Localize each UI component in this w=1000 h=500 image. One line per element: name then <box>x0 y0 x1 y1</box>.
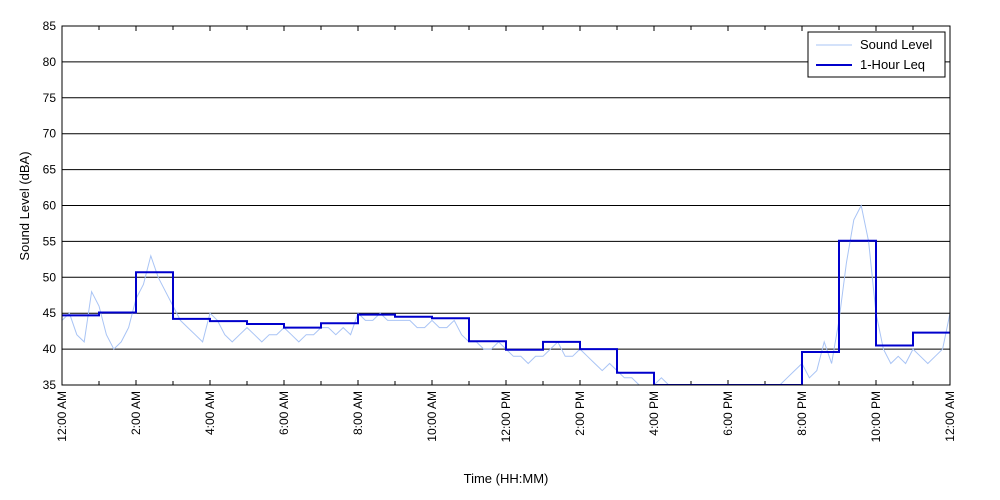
x-tick-label: 2:00 PM <box>573 391 587 436</box>
x-tick-label: 4:00 AM <box>203 391 217 435</box>
series-1-hour-leq <box>62 239 950 385</box>
y-tick-label: 75 <box>43 91 57 105</box>
y-tick-label: 85 <box>43 19 57 33</box>
y-tick-label: 40 <box>43 342 57 356</box>
x-tick-label: 10:00 PM <box>869 391 883 442</box>
y-tick-label: 55 <box>43 234 57 248</box>
y-tick-label: 50 <box>43 270 57 284</box>
legend: Sound Level 1-Hour Leq <box>807 31 946 78</box>
y-tick-label: 45 <box>43 306 57 320</box>
y-axis-ticks: 35 40 45 50 55 60 65 70 75 80 85 <box>43 19 57 392</box>
y-tick-label: 35 <box>43 378 57 392</box>
y-tick-label: 80 <box>43 55 57 69</box>
legend-label-sound-level: Sound Level <box>860 37 932 52</box>
x-tick-label: 12:00 AM <box>55 391 69 442</box>
legend-label-1-hour-leq: 1-Hour Leq <box>860 57 925 72</box>
y-tick-label: 70 <box>43 127 57 141</box>
x-tick-label: 6:00 PM <box>721 391 735 436</box>
x-tick-label: 6:00 AM <box>277 391 291 435</box>
x-tick-label: 2:00 AM <box>129 391 143 435</box>
x-tick-label: 10:00 AM <box>425 391 439 442</box>
x-tick-label: 12:00 PM <box>499 391 513 442</box>
y-tick-label: 60 <box>43 199 57 213</box>
y-axis-title: Sound Level (dBA) <box>17 151 32 260</box>
x-tick-label: 8:00 PM <box>795 391 809 436</box>
legend-box <box>807 31 946 78</box>
y-tick-label: 65 <box>43 163 57 177</box>
x-axis-title: Time (HH:MM) <box>464 471 549 486</box>
plot-frame <box>61 25 951 386</box>
x-axis-ticks: 12:00 AM 2:00 AM 4:00 AM 6:00 AM 8:00 AM 10:0… <box>55 26 957 442</box>
x-tick-label: 12:00 AM <box>943 391 957 442</box>
grid <box>62 61 950 350</box>
x-tick-label: 4:00 PM <box>647 391 661 436</box>
x-tick-label: 8:00 AM <box>351 391 365 435</box>
